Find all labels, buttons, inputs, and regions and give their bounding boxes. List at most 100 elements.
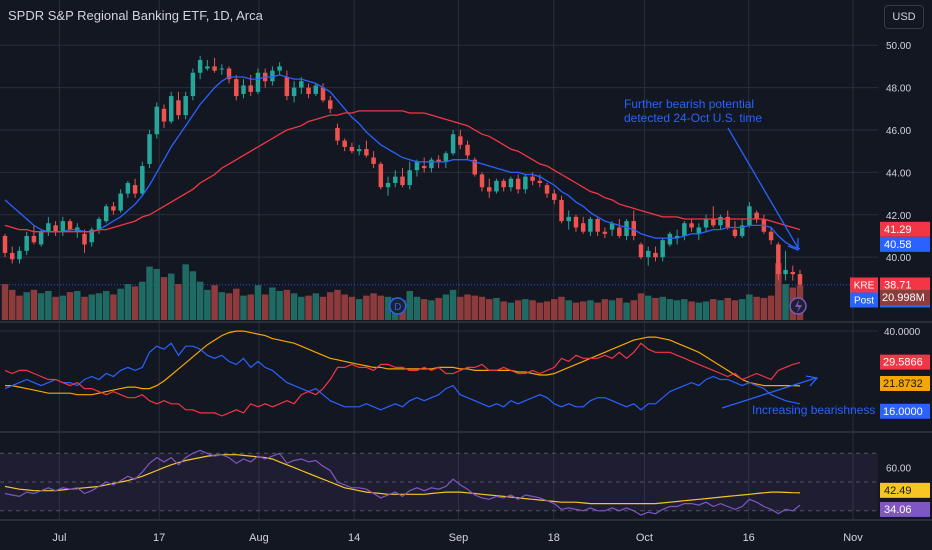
symbol-label-bg [850, 292, 878, 308]
candle-body [638, 244, 644, 258]
volume-bar [189, 271, 197, 320]
volume-bar [283, 289, 291, 320]
volume-bar [348, 296, 356, 320]
dmi-label: 29.5866 [883, 357, 923, 369]
volume-bar [514, 300, 522, 320]
volume-bar [319, 296, 327, 320]
candle-body [776, 244, 781, 275]
volume-bar [413, 296, 421, 320]
candle-body [161, 108, 167, 122]
x-tick-label: Aug [249, 532, 269, 544]
ma-slow-line [4, 110, 801, 233]
volume-bar [536, 302, 544, 320]
dmi-label: 21.8732 [883, 378, 923, 390]
volume-bar [305, 295, 312, 320]
candle-body [31, 235, 37, 243]
volume-bar [442, 294, 450, 320]
candle-body [660, 240, 665, 258]
volume-bar [616, 297, 623, 320]
volume-bar [623, 302, 630, 320]
volume-bar [738, 299, 746, 320]
chart-title: SPDR S&P Regional Banking ETF, 1D, Arca [8, 8, 263, 23]
candle-body [385, 182, 391, 188]
volume-bar [608, 300, 616, 320]
volume-bar [565, 300, 572, 320]
candle-body [393, 176, 398, 183]
rsi-panel [0, 449, 878, 516]
candle-body [703, 219, 709, 228]
volume-bar [326, 292, 334, 320]
rsi-label: 34.06 [884, 504, 912, 516]
volume-bar [644, 295, 652, 320]
y-tick-label: 44.00 [886, 168, 911, 179]
candle-body [313, 85, 319, 94]
dmi-panel [4, 330, 801, 417]
candle-body [82, 233, 87, 245]
candle-body [67, 221, 73, 230]
volume-bar [435, 297, 442, 320]
volume-bar [493, 297, 500, 320]
candle-body [458, 136, 463, 145]
candle-body [602, 231, 608, 234]
volume-bar [681, 299, 688, 320]
candle-body [103, 206, 109, 222]
volume-bar [269, 287, 276, 320]
volume-bar [233, 288, 240, 320]
volume-bar [702, 301, 710, 320]
candle-body [299, 81, 304, 88]
moving-averages [4, 74, 801, 250]
candle-body [631, 221, 637, 236]
volume-bar [88, 294, 95, 320]
volume-bar [485, 299, 493, 320]
candle-body [566, 216, 571, 222]
volume-bar [102, 291, 110, 320]
di-plus-line [4, 342, 801, 411]
volume-bar [558, 296, 565, 320]
volume-bar [74, 291, 81, 320]
volume-bar [124, 284, 132, 320]
annotation-arrow [721, 377, 817, 409]
x-tick-label: Sep [449, 532, 469, 544]
volume-bar [218, 292, 226, 320]
volume-bar [1, 284, 9, 320]
volume-bar [16, 295, 23, 320]
volume-bar [182, 264, 189, 320]
candle-body [429, 159, 434, 169]
volume-bar [630, 300, 638, 320]
candle-body [747, 206, 752, 226]
candle-body [718, 216, 723, 226]
candle-body [197, 60, 203, 73]
candle-body [674, 235, 680, 239]
volume-bar [746, 294, 753, 320]
dmi-y-tick: 40.0000 [884, 327, 921, 338]
volume-bar [81, 296, 88, 320]
candle-body [624, 221, 629, 236]
dmi-label-bg [880, 403, 930, 419]
symbol-label-bg [850, 277, 878, 293]
volume-label-bg [880, 290, 930, 305]
annotation-text-increasing: Increasing bearishness [752, 403, 875, 417]
volume-bar [240, 295, 247, 320]
volume-bar [175, 284, 182, 320]
candle-body [9, 252, 15, 260]
volume-bar [637, 293, 645, 320]
volume-bar [478, 296, 486, 320]
currency-button[interactable]: USD [884, 5, 924, 29]
candle-body [552, 193, 557, 200]
candle-body [53, 225, 58, 232]
candle-body [176, 100, 181, 116]
x-tick-label: 18 [548, 532, 560, 544]
candle-body [327, 100, 333, 109]
candle-body [248, 85, 253, 92]
volume-bar [767, 295, 775, 320]
volume-bar [355, 299, 363, 320]
price-label-bg [880, 221, 930, 237]
volume-bar [247, 294, 254, 320]
rsi-label: 42.49 [884, 485, 912, 497]
candle-body [277, 66, 282, 71]
volume-bar [753, 296, 760, 320]
volume-bar [204, 289, 211, 320]
rsi-y-tick: 60.00 [886, 464, 911, 475]
volume-bar [37, 293, 45, 320]
candle-body [515, 178, 521, 190]
